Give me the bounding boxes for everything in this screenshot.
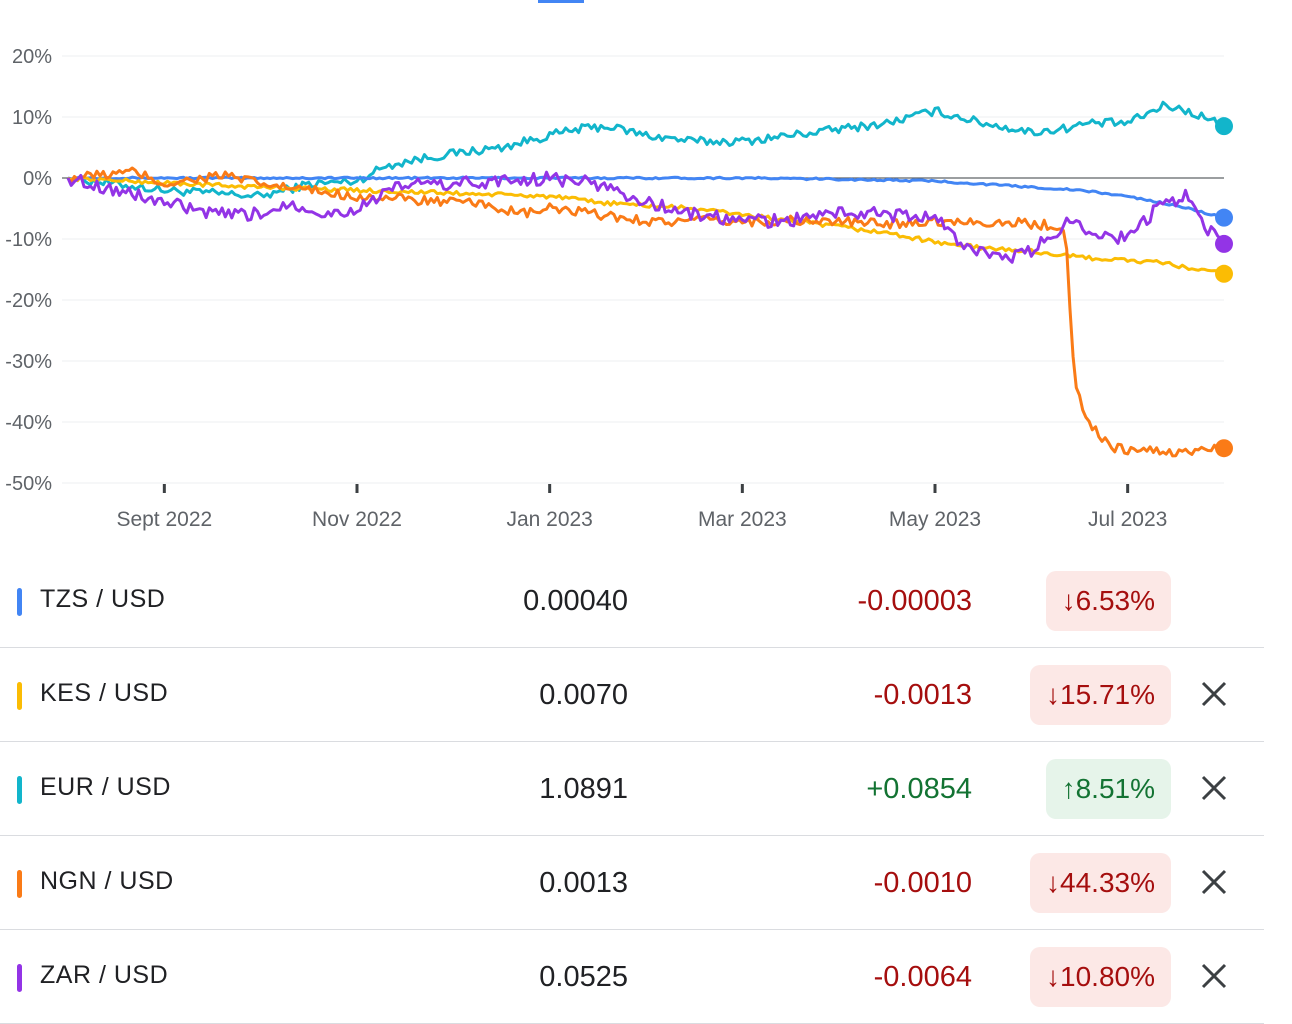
series-line-kes	[67, 175, 1225, 276]
percent-change-badge: ↓10.80%	[1030, 947, 1171, 1007]
series-endpoint-zar	[1215, 234, 1233, 253]
absolute-change-value: -0.0064	[873, 961, 972, 993]
exchange-rate-value: 0.0013	[539, 867, 628, 899]
absolute-change-value: -0.0013	[873, 679, 972, 711]
series-color-swatch	[17, 682, 22, 710]
x-tick-label: Nov 2022	[312, 508, 402, 531]
y-tick-label: -40%	[5, 412, 52, 434]
arrow-up-icon: ↑	[1061, 773, 1076, 804]
arrow-down-icon: ↓	[1046, 867, 1061, 898]
percent-change-badge: ↑8.51%	[1045, 759, 1171, 819]
x-axis: Sept 2022 Nov 2022 Jan 2023 Mar 2023 May 202…	[116, 484, 1167, 531]
currency-row[interactable]: EUR / USD 1.0891 +0.0854 ↑8.51%	[0, 742, 1264, 836]
currency-pair-label: EUR / USD	[40, 773, 171, 801]
currency-row[interactable]: NGN / USD 0.0013 -0.0010 ↓44.33%	[0, 836, 1264, 930]
series-color-swatch	[17, 588, 22, 616]
series-endpoint-tzs	[1215, 208, 1233, 227]
arrow-down-icon: ↓	[1046, 961, 1061, 992]
chart-gridlines	[62, 55, 1224, 484]
close-icon[interactable]	[1196, 770, 1232, 806]
series-endpoints	[1215, 117, 1233, 458]
y-tick-label: 0%	[23, 168, 52, 190]
percent-change-text: 6.53%	[1075, 585, 1155, 616]
currency-pair-label: NGN / USD	[40, 867, 174, 895]
percent-change-text: 44.33%	[1060, 867, 1155, 898]
series-endpoint-kes	[1215, 264, 1233, 283]
series-line-zar	[66, 170, 1226, 264]
exchange-rate-value: 1.0891	[539, 773, 628, 805]
absolute-change-value: -0.0010	[873, 867, 972, 899]
currency-pair-label: KES / USD	[40, 679, 169, 707]
absolute-change-value: -0.00003	[857, 585, 973, 617]
arrow-down-icon: ↓	[1061, 585, 1076, 616]
series-endpoint-ngn	[1215, 439, 1233, 458]
arrow-down-icon: ↓	[1046, 679, 1061, 710]
y-axis: 20% 10% 0% -10% -20% -30% -40% -50%	[5, 46, 52, 495]
x-tick-label: Jul 2023	[1088, 508, 1167, 531]
selected-range-indicator	[538, 0, 584, 3]
series-line-tzs	[67, 175, 1224, 220]
percent-change-badge: ↓44.33%	[1030, 853, 1171, 913]
series-color-swatch	[17, 964, 22, 992]
percent-change-badge: ↓6.53%	[1045, 571, 1171, 631]
exchange-rate-value: 0.0525	[539, 961, 628, 993]
y-tick-label: -10%	[5, 229, 52, 251]
currency-row[interactable]: TZS / USD 0.00040 -0.00003 ↓6.53%	[0, 554, 1264, 648]
x-tick-label: Mar 2023	[698, 508, 787, 531]
absolute-change-value: +0.0854	[866, 773, 972, 805]
percent-change-badge: ↓15.71%	[1030, 665, 1171, 725]
series-endpoint-eur	[1215, 117, 1233, 136]
y-tick-label: -20%	[5, 290, 52, 312]
chart-series	[66, 100, 1226, 458]
exchange-rate-value: 0.0070	[539, 679, 628, 711]
y-tick-label: -50%	[5, 473, 52, 495]
percent-change-text: 15.71%	[1060, 679, 1155, 710]
series-line-eur	[66, 100, 1225, 199]
series-color-swatch	[17, 870, 22, 898]
currency-row[interactable]: KES / USD 0.0070 -0.0013 ↓15.71%	[0, 648, 1264, 742]
x-tick-label: May 2023	[889, 508, 981, 531]
y-tick-label: 20%	[12, 46, 52, 68]
exchange-rate-value: 0.00040	[523, 585, 628, 617]
close-icon[interactable]	[1196, 958, 1232, 994]
currency-pair-label: TZS / USD	[40, 585, 166, 613]
y-tick-label: 10%	[12, 107, 52, 129]
x-tick-label: Jan 2023	[506, 508, 592, 531]
close-icon[interactable]	[1196, 676, 1232, 712]
percent-change-text: 10.80%	[1060, 961, 1155, 992]
series-color-swatch	[17, 776, 22, 804]
currency-pair-list: TZS / USD 0.00040 -0.00003 ↓6.53% KES / USD 0…	[0, 554, 1264, 1024]
line-chart: 20% 10% 0% -10% -20% -30% -40% -50% Sept 2022 No…	[5, 46, 1233, 531]
x-tick-label: Sept 2022	[116, 508, 212, 531]
currency-row[interactable]: ZAR / USD 0.0525 -0.0064 ↓10.80%	[0, 930, 1264, 1024]
close-icon[interactable]	[1196, 864, 1232, 900]
series-line-ngn	[66, 166, 1226, 458]
y-tick-label: -30%	[5, 351, 52, 373]
currency-pair-label: ZAR / USD	[40, 961, 169, 989]
percent-change-text: 8.51%	[1075, 773, 1155, 804]
